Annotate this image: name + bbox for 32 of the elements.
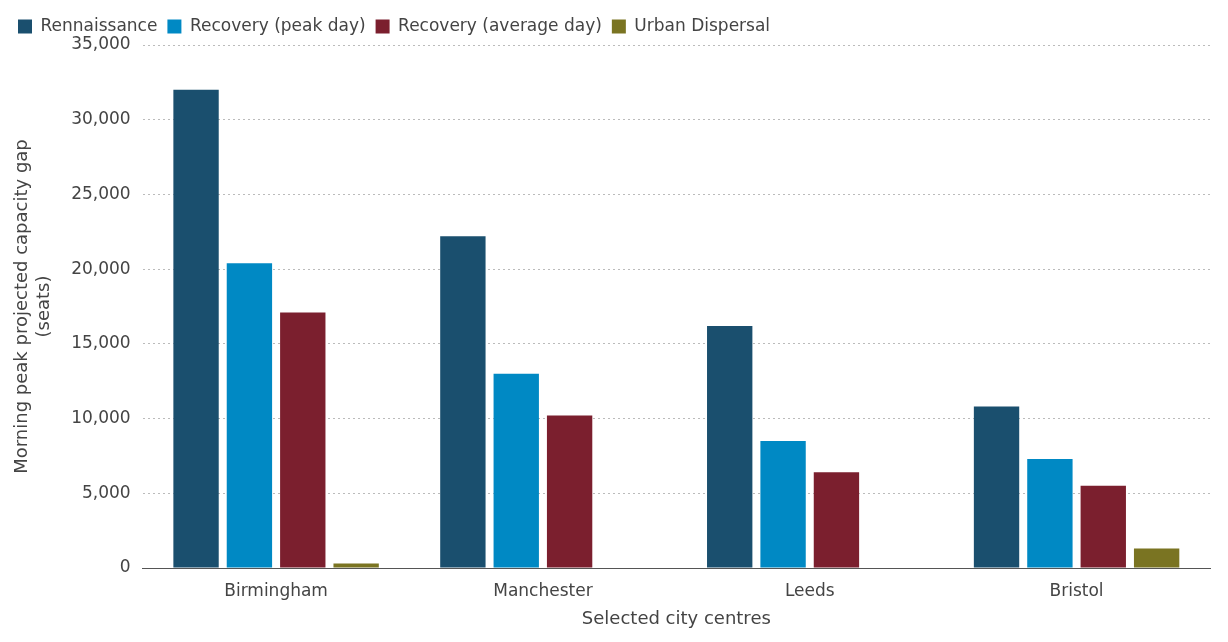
x-tick-label: Bristol	[1049, 579, 1104, 600]
bar	[707, 325, 753, 568]
y-tick-label: 0	[119, 556, 131, 577]
bar	[1027, 458, 1073, 568]
x-tick-label: Leeds	[784, 579, 835, 600]
bar	[1080, 485, 1126, 568]
bar	[760, 440, 806, 568]
y-tick-label: 20,000	[71, 257, 131, 278]
legend-label: Recovery (average day)	[398, 14, 602, 35]
y-tick-label: 30,000	[71, 108, 131, 129]
legend-label: Urban Dispersal	[634, 14, 771, 35]
x-tick-label: Manchester	[493, 579, 593, 600]
y-tick-label: 5,000	[82, 481, 131, 502]
bar	[333, 563, 379, 568]
bar	[1133, 548, 1180, 568]
y-axis-title: Morning peak projected capacity gap (seats)	[10, 139, 54, 474]
bar	[440, 236, 486, 568]
bar	[226, 263, 273, 568]
bar	[546, 415, 593, 568]
y-tick-label: 10,000	[71, 406, 131, 427]
x-tick-label: Birmingham	[224, 579, 328, 600]
y-tick-label: 15,000	[71, 332, 131, 353]
bar	[493, 373, 539, 568]
y-tick-label: 35,000	[71, 33, 131, 54]
x-axis-title: Selected city centres	[581, 606, 771, 628]
y-tick-label: 25,000	[71, 182, 131, 203]
bar	[973, 406, 1020, 568]
bar	[813, 472, 860, 568]
legend-label: Rennaissance	[40, 14, 158, 35]
legend-label: Recovery (peak day)	[189, 14, 366, 35]
bar	[280, 312, 326, 568]
bar	[173, 89, 219, 568]
